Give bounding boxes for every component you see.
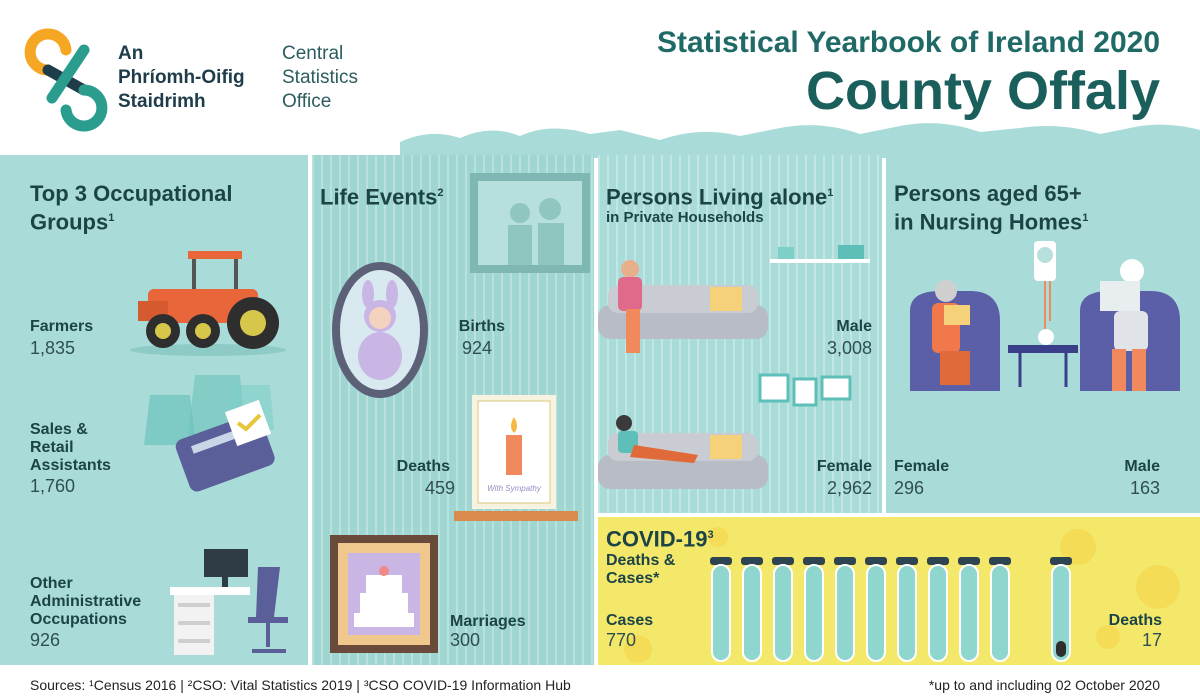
heading-line: Persons aged 65+ (894, 181, 1082, 206)
death-test-tube (1050, 557, 1072, 662)
occupations-heading: Top 3 Occupational Groups1 (30, 181, 233, 234)
occupation-value-sales: 1,760 (30, 476, 76, 496)
footer-sources: Sources: ¹Census 2016 | ²CSO: Vital Stat… (30, 677, 571, 693)
footnote-marker: 1 (827, 187, 834, 199)
living-alone-female-label: Female (816, 458, 872, 475)
test-tube (865, 557, 887, 662)
living-alone-female-value: 2,962 (826, 478, 872, 498)
brand-irish-line: Phríomh-Oifig (118, 67, 245, 88)
test-tube (710, 557, 732, 662)
virus-background (624, 527, 1180, 663)
births-value: 924 (461, 338, 492, 358)
footer: Sources: ¹Census 2016 | ²CSO: Vital Stat… (0, 668, 1200, 700)
test-tube (803, 557, 825, 662)
county-title: County Offaly (805, 61, 1160, 121)
wedding-cake-frame (330, 535, 438, 653)
test-tubes (710, 557, 1011, 662)
covid-cases-label: Cases (606, 612, 654, 629)
label-line: Retail (30, 439, 74, 456)
covid-deaths-label: Deaths (1108, 612, 1162, 629)
baby-portrait-frame (332, 262, 428, 398)
man-on-sofa-illustration (598, 245, 870, 353)
marriages-label: Marriages (450, 613, 526, 630)
births-label: Births (458, 318, 505, 335)
living-alone-panel: Persons Living alone1 in Private Househo… (598, 155, 882, 513)
living-alone-male-label: Male (836, 318, 872, 335)
covid-cases-value: 770 (606, 630, 637, 650)
covid-deaths-value: 17 (1141, 630, 1162, 650)
nursing-female-label: Female (894, 458, 950, 475)
occupations-panel: Top 3 Occupational Groups1 Farmers 1,835… (0, 155, 308, 665)
occupation-label-admin: Other Administrative Occupations (30, 575, 141, 629)
covid-heading: COVID-193 (606, 523, 714, 551)
test-tube (834, 557, 856, 662)
test-tube (927, 557, 949, 662)
occupation-label-farmers: Farmers (30, 318, 93, 336)
test-tube (741, 557, 763, 662)
sub-line: Deaths & (606, 552, 676, 569)
brand-english-line: Statistics (282, 67, 359, 88)
elderly-couple-illustration (910, 241, 1180, 391)
nursing-homes-panel: Persons aged 65+ in Nursing Homes1 Femal… (886, 155, 1200, 513)
occupation-value-farmers: 1,835 (30, 338, 76, 358)
nursing-heading: Persons aged 65+ in Nursing Homes1 (894, 181, 1088, 234)
nursing-male-value: 163 (1129, 478, 1160, 498)
test-tube (958, 557, 980, 662)
heading-line: Top 3 Occupational (30, 181, 233, 206)
label-line: Sales & (30, 421, 88, 438)
nursing-male-label: Male (1124, 458, 1160, 475)
card-terminal-icon (144, 375, 275, 492)
cso-logo (24, 28, 108, 132)
brand-irish-line: Staidrimh (118, 91, 206, 112)
brand-irish-name: An Phríomh-Oifig Staidrimh (118, 42, 245, 114)
yearbook-title: Statistical Yearbook of Ireland 2020 (657, 26, 1160, 59)
living-alone-subheading: in Private Households (606, 209, 764, 226)
office-desk-icon (170, 549, 288, 655)
family-photo-frame (470, 173, 590, 273)
heading-line: COVID-19 (606, 526, 708, 552)
label-line: Administrative (30, 593, 142, 610)
heading-line: Life Events (320, 184, 438, 210)
living-alone-male-value: 3,008 (826, 338, 872, 358)
deaths-label: Deaths (396, 458, 450, 475)
living-alone-heading: Persons Living alone1 (606, 181, 833, 209)
occupation-label-sales: Sales & Retail Assistants (30, 421, 111, 475)
life-events-heading: Life Events2 (320, 181, 444, 209)
label-line: Assistants (30, 457, 111, 474)
heading-line: in Nursing Homes (894, 209, 1083, 235)
header: An Phríomh-Oifig Staidrimh Central Stati… (0, 0, 1200, 158)
card-text: With Sympathy (487, 484, 542, 493)
woman-on-sofa-illustration (598, 373, 852, 489)
label-line: Occupations (30, 611, 127, 628)
marriages-value: 300 (450, 630, 481, 650)
heading-line: Groups (30, 209, 109, 235)
life-events-panel: Life Events2 Births 924 With Sympathy De… (312, 155, 594, 665)
covid-panel: COVID-193 Deaths & Cases* Cases 770 Deat… (598, 517, 1200, 665)
tractor-icon (130, 251, 286, 356)
brand-english-line: Central (282, 43, 344, 64)
occupation-value-admin: 926 (30, 630, 61, 650)
heading-line: Persons Living alone (606, 184, 828, 210)
sympathy-card: With Sympathy (454, 395, 578, 521)
covid-subheading: Deaths & Cases* (606, 552, 675, 588)
brand-english-name: Central Statistics Office (282, 42, 358, 114)
footnote-marker: 1 (1082, 212, 1089, 224)
nursing-female-value: 296 (894, 478, 925, 498)
footnote-marker: 1 (108, 212, 115, 224)
label-line: Other (30, 575, 73, 592)
label-line: Farmers (30, 318, 94, 335)
brand-irish-line: An (118, 43, 144, 64)
sub-line: Cases* (606, 570, 660, 587)
footnote-marker: 3 (707, 529, 714, 541)
footer-note: *up to and including 02 October 2020 (928, 677, 1160, 693)
brand-english-line: Office (282, 91, 332, 112)
skyline-decoration (400, 123, 1200, 158)
test-tube (772, 557, 794, 662)
footnote-marker: 2 (437, 187, 444, 199)
test-tube (896, 557, 918, 662)
test-tube (989, 557, 1011, 662)
deaths-value: 459 (424, 478, 455, 498)
